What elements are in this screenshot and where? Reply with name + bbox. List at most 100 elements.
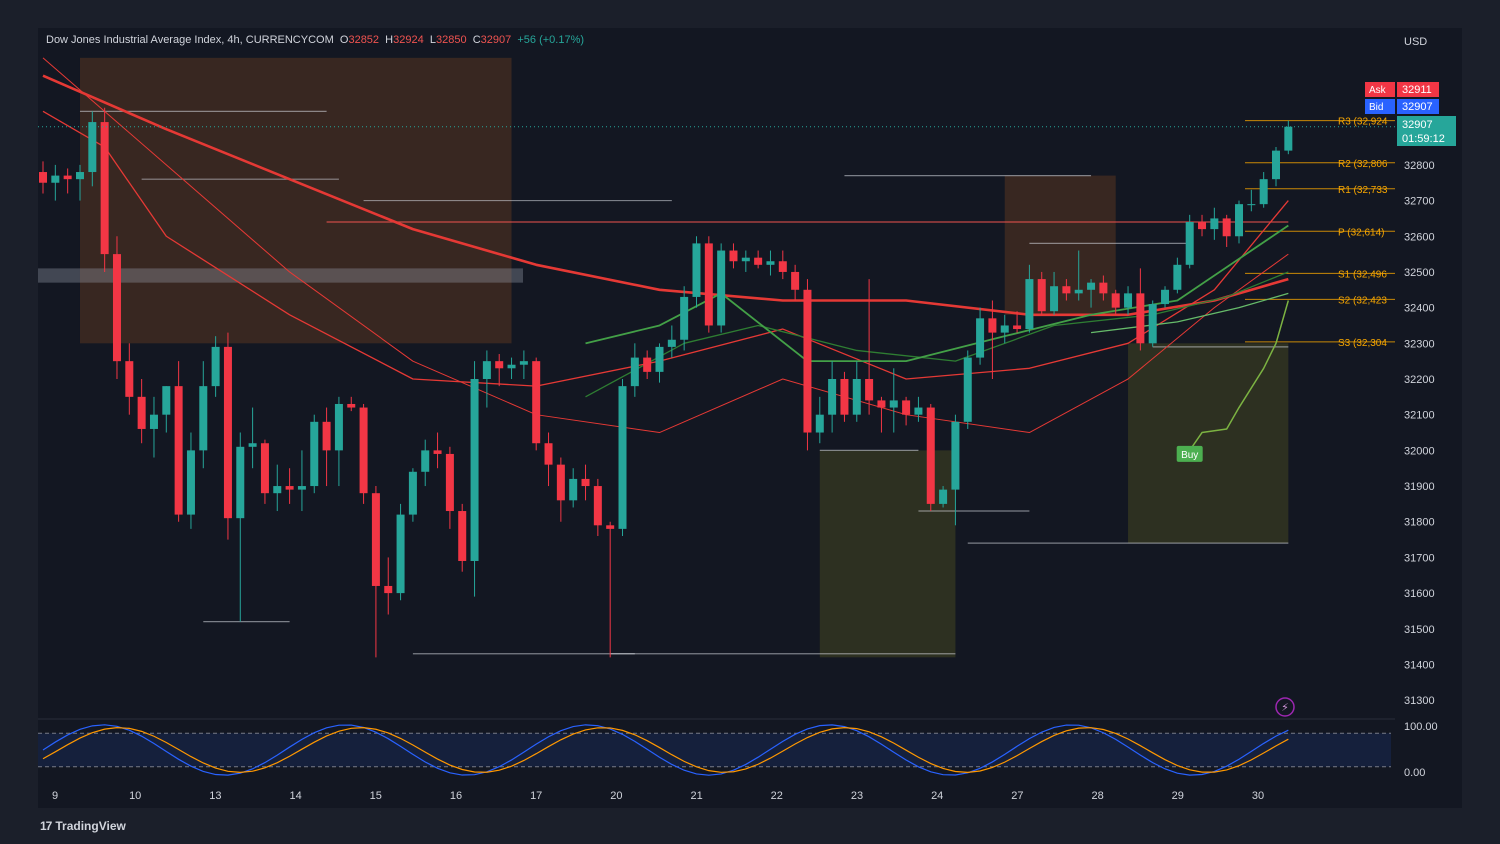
candle-body (988, 318, 997, 333)
candle-body (470, 379, 479, 561)
x-tick-label: 23 (851, 790, 863, 802)
y-tick-label: 31600 (1404, 588, 1435, 600)
tradingview-brand[interactable]: 17 TradingView (40, 819, 126, 833)
candle-body (519, 361, 528, 365)
candle-body (754, 257, 763, 265)
x-tick-label: 16 (450, 790, 462, 802)
x-tick-label: 30 (1252, 790, 1264, 802)
candle-body (445, 453, 454, 512)
candle-body (371, 493, 380, 586)
candle-body (75, 172, 84, 180)
x-tick-label: 9 (52, 790, 58, 802)
candle-body (717, 250, 726, 326)
x-tick-label: 28 (1091, 790, 1103, 802)
candle-body (1173, 264, 1182, 290)
ask-label: Ask (1369, 85, 1387, 96)
buy-badge (1176, 445, 1203, 462)
candle-body (39, 172, 47, 183)
x-tick-label: 22 (771, 790, 783, 802)
ask-label-bg (1365, 82, 1395, 97)
bid-label: Bid (1369, 102, 1383, 113)
stoch-band (38, 733, 1391, 767)
tradingview-name: TradingView (55, 819, 126, 833)
bullish-zone-1 (819, 450, 956, 658)
candle-body (815, 414, 824, 433)
pivot-label-S2: S2 (32,423 (1338, 295, 1387, 306)
candle-body (976, 318, 985, 358)
candle-body (433, 450, 442, 454)
lightning-icon (1275, 697, 1295, 717)
candle-body (963, 357, 972, 422)
candle-body (359, 407, 368, 494)
ema-green-2-line (585, 271, 1289, 398)
candle-body (692, 243, 701, 297)
ask-price: 32911 (1402, 84, 1432, 96)
y-tick-label: 32200 (1404, 374, 1435, 386)
candle-body (766, 261, 775, 265)
candle-body (1161, 289, 1170, 305)
candle-body (680, 296, 689, 340)
candle-body (556, 464, 565, 501)
signal-line (1189, 300, 1290, 451)
symbol-title: Dow Jones Industrial Average Index, 4h, … (46, 34, 334, 46)
stoch-k-line (42, 724, 1289, 776)
candle-body (544, 443, 553, 465)
candle-body (1136, 293, 1145, 344)
symbol-header: Dow Jones Industrial Average Index, 4h, … (46, 34, 584, 46)
candle-body (1037, 279, 1046, 312)
close-value: 32907 (480, 34, 512, 46)
y-tick-label: 32800 (1404, 160, 1435, 172)
candle-body (285, 486, 294, 490)
candle-body (951, 421, 960, 490)
close-label: C (472, 34, 481, 46)
candle-body (408, 471, 417, 515)
candle-body (1235, 204, 1244, 237)
candle-body (1272, 150, 1280, 180)
candle-body (1111, 293, 1120, 308)
candle-body (495, 361, 504, 369)
candle-body (347, 403, 356, 408)
bearish-zone-2 (1004, 175, 1116, 315)
candle-body (1013, 325, 1022, 330)
x-tick-label: 10 (129, 790, 141, 802)
y-tick-label: 32000 (1404, 445, 1435, 457)
candle-body (1148, 304, 1157, 344)
candle-body (125, 361, 134, 397)
candle-body (704, 243, 713, 326)
candle-body (852, 379, 861, 415)
candle-body (112, 254, 121, 362)
x-tick-label: 20 (610, 790, 622, 802)
candle-body (1087, 282, 1096, 290)
candle-body (1099, 282, 1108, 294)
resistance-band (38, 268, 523, 283)
candle-body (655, 346, 664, 372)
candle-body (1198, 221, 1207, 230)
candle-body (778, 261, 787, 272)
last-price-tag (1397, 116, 1456, 146)
candle-body (840, 379, 849, 415)
y-tick-label: 32600 (1404, 231, 1435, 243)
low-value: 32850 (435, 34, 467, 46)
candle-body (310, 421, 319, 487)
candle-body (1074, 289, 1083, 294)
candle-body (532, 361, 541, 444)
candle-body (803, 289, 812, 433)
y-tick-label: 31700 (1404, 552, 1435, 564)
candle-body (334, 403, 343, 451)
candle-body (1050, 286, 1059, 312)
candle-body (100, 122, 109, 255)
candle-body (569, 478, 578, 501)
candle-body (643, 357, 652, 372)
ask-price-bg (1397, 82, 1439, 97)
candle-body (1185, 221, 1194, 265)
countdown: 01:59:12 (1402, 133, 1445, 145)
pivot-label-P: P (32,614) (1338, 227, 1385, 238)
candle-body (1222, 218, 1231, 237)
low-label: L (429, 34, 436, 46)
lightning-glyph: ⚡ (1281, 701, 1289, 714)
candle-body (421, 450, 430, 472)
x-tick-label: 29 (1172, 790, 1184, 802)
high-label: H (385, 34, 394, 46)
candle-body (236, 446, 245, 519)
